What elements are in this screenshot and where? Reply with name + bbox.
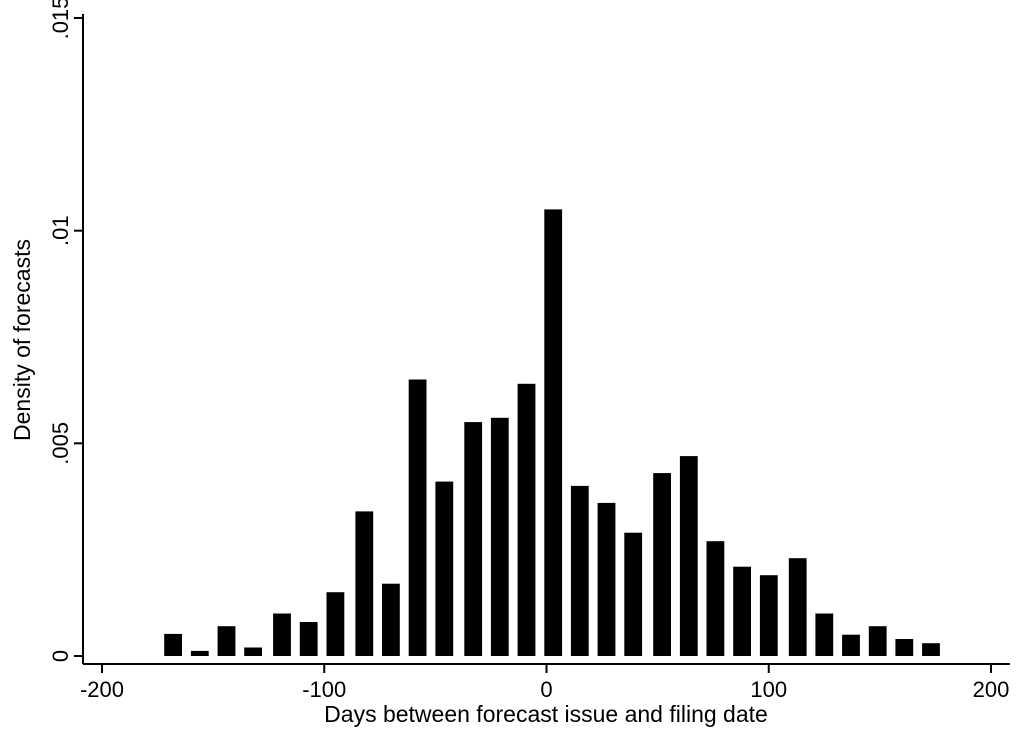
- histogram-bar: [544, 209, 563, 656]
- histogram-bar: [326, 592, 345, 656]
- histogram-bar: [217, 626, 236, 656]
- histogram-bar: [842, 634, 860, 656]
- histogram-bar: [408, 379, 427, 656]
- bars-group: [164, 209, 940, 656]
- histogram-bar: [868, 626, 887, 656]
- y-axis-title: Density of forecasts: [9, 239, 35, 441]
- histogram-bar: [164, 633, 182, 656]
- histogram-bar: [382, 583, 400, 656]
- x-tick-label: -200: [80, 677, 124, 702]
- x-tick-label: 0: [540, 677, 552, 702]
- y-tick-label: .015: [48, 0, 73, 39]
- y-tick-label: .01: [48, 215, 73, 246]
- histogram-bar: [490, 417, 509, 656]
- histogram-bar: [244, 647, 262, 656]
- x-tick-label: 200: [973, 677, 1010, 702]
- histogram-bar: [624, 532, 643, 656]
- histogram-bar: [299, 622, 318, 656]
- y-tick-label: .005: [48, 422, 73, 465]
- ticks-group: -200 -100 0 100 200 0 .005 .01 .015: [48, 0, 1009, 702]
- histogram-bar: [895, 639, 914, 656]
- x-tick-label: -100: [302, 677, 346, 702]
- histogram-bar: [464, 422, 483, 656]
- histogram-bar: [355, 511, 374, 656]
- y-tick-label: 0: [48, 650, 73, 662]
- histogram-bar: [922, 643, 940, 656]
- histogram-bar: [815, 613, 834, 656]
- histogram-bar: [517, 383, 536, 656]
- histogram-bar: [570, 485, 589, 656]
- histogram-bar: [190, 650, 209, 656]
- x-tick-label: 100: [750, 677, 787, 702]
- histogram-bar: [679, 456, 698, 656]
- histogram-bar: [759, 575, 778, 656]
- histogram-bar: [788, 558, 807, 656]
- histogram-bar: [653, 473, 671, 656]
- histogram-bar: [435, 481, 454, 656]
- histogram-bar: [706, 541, 725, 656]
- histogram-bar: [733, 566, 751, 656]
- histogram-bar: [597, 502, 616, 656]
- x-axis-title: Days between forecast issue and filing d…: [324, 701, 768, 727]
- histogram-bar: [273, 613, 291, 656]
